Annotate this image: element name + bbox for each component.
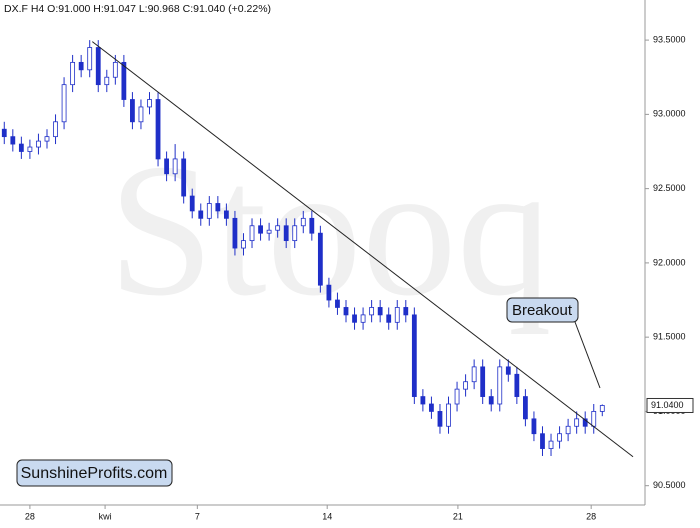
candle-body — [420, 396, 426, 405]
candle-body — [582, 418, 588, 427]
candle-body — [540, 433, 545, 449]
candle-body — [377, 307, 383, 316]
candle-body — [232, 217, 238, 249]
candle-body — [497, 366, 503, 405]
candle-body — [480, 366, 486, 397]
candle-body — [44, 136, 50, 142]
candle-body — [275, 225, 281, 231]
candle-body — [403, 307, 409, 316]
candle-body — [27, 146, 33, 152]
candle-body — [138, 106, 144, 123]
x-tick-label: 21 — [453, 511, 463, 521]
candle-body — [164, 158, 169, 175]
candle-body — [147, 99, 152, 108]
candle-body — [87, 47, 93, 71]
candle-body — [130, 99, 135, 123]
candle-body — [360, 314, 366, 323]
price-tag — [646, 397, 694, 413]
callout-label: Breakout — [512, 302, 573, 319]
y-tick-label: 90.5000 — [653, 480, 686, 490]
candle-body — [112, 61, 118, 78]
x-tick-label: 14 — [322, 511, 332, 521]
candle-body — [557, 433, 562, 442]
candle-body — [488, 396, 494, 405]
candle-body — [352, 314, 357, 323]
candle-body — [446, 403, 451, 427]
candle-body — [36, 140, 41, 148]
candle-body — [505, 366, 511, 375]
candle-body — [283, 225, 289, 242]
candle-body — [104, 76, 110, 86]
candle-body — [522, 396, 528, 420]
candle-body — [223, 210, 229, 219]
brand-box — [16, 459, 173, 487]
candle-body — [1, 128, 7, 138]
candle-body — [300, 217, 306, 227]
candle-body — [78, 61, 84, 71]
callout-pointer — [574, 321, 601, 389]
candle-body — [241, 240, 246, 249]
price-tag-label: 91.0400 — [651, 400, 684, 410]
candle-body — [266, 229, 272, 234]
candle-body — [198, 210, 204, 219]
candle-body — [411, 314, 417, 397]
candle-body — [565, 425, 571, 435]
candle-body — [121, 61, 127, 100]
candle-body — [326, 284, 332, 301]
candle-body — [70, 61, 76, 86]
candle-body — [206, 203, 212, 219]
candle-body — [10, 136, 16, 145]
candle-body — [181, 158, 187, 197]
candle-body — [343, 307, 349, 316]
candle-body — [463, 381, 468, 390]
x-tick-label: 28 — [25, 511, 35, 521]
y-tick-label: 92.0000 — [653, 257, 686, 267]
y-tick-label: 93.5000 — [653, 34, 686, 44]
candle-body — [249, 225, 255, 242]
candle-body — [95, 47, 101, 86]
candle-body — [18, 143, 24, 152]
candle-body — [369, 307, 375, 316]
candle-body — [591, 411, 597, 427]
candle-body — [531, 418, 537, 435]
candle-body — [292, 225, 298, 242]
candle-body — [172, 158, 178, 175]
candle-body — [155, 99, 161, 160]
x-tick-label: kwi — [99, 511, 112, 521]
candle-body — [215, 203, 221, 212]
candle-body — [394, 307, 400, 323]
candle-body — [574, 418, 580, 427]
callout-box — [506, 297, 579, 323]
candle-body — [335, 299, 340, 308]
candle-body — [386, 314, 392, 323]
chart-title: DX.F H4 O:91.000 H:91.047 L:90.968 C:91.… — [4, 3, 271, 15]
candle-body — [548, 440, 554, 449]
candle-body — [437, 411, 443, 427]
candle-body — [61, 84, 67, 123]
candle-body — [317, 232, 323, 286]
trendline — [91, 41, 634, 458]
candle-body — [599, 405, 605, 412]
x-tick-label: 28 — [586, 511, 596, 521]
y-tick-label: 92.5000 — [653, 183, 686, 193]
candle-body — [309, 217, 315, 234]
candle-body — [514, 373, 520, 397]
candle-body — [53, 121, 58, 138]
candle-body — [471, 366, 477, 383]
candle-body — [454, 388, 460, 405]
y-tick-label: 93.0000 — [653, 109, 686, 119]
x-tick-label: 7 — [195, 511, 200, 521]
y-tick-label: 91.5000 — [653, 332, 686, 342]
candle-body — [189, 195, 195, 212]
candle-body — [258, 225, 263, 234]
candle-body — [429, 403, 434, 412]
brand-label: SunshineProfits.com — [21, 465, 168, 482]
